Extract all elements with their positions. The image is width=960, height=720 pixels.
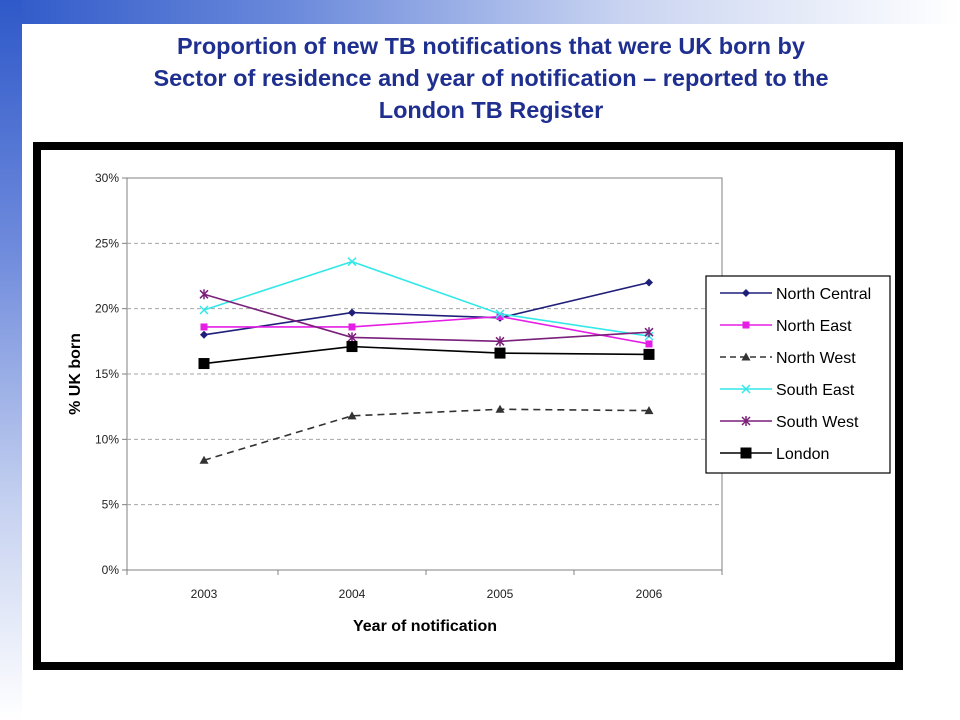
data-point bbox=[198, 358, 210, 370]
slide-title: Proportion of new TB notifications that … bbox=[22, 30, 960, 126]
data-point bbox=[199, 305, 209, 315]
series-line bbox=[203, 293, 650, 343]
legend-item: North Central bbox=[720, 286, 871, 303]
legend: North Central North East North West South E… bbox=[705, 275, 891, 474]
data-point bbox=[348, 323, 356, 331]
data-point bbox=[347, 411, 357, 420]
x-tick-label: 2006 bbox=[636, 587, 663, 601]
data-point bbox=[496, 313, 504, 321]
y-tick-label: 15% bbox=[95, 367, 119, 381]
y-tick-label: 20% bbox=[95, 302, 119, 316]
series-line bbox=[203, 345, 650, 365]
title-line-3: London TB Register bbox=[378, 97, 604, 123]
data-point bbox=[495, 336, 505, 347]
legend-item: South West bbox=[720, 414, 859, 431]
legend-label: North East bbox=[776, 318, 852, 335]
legend-label: South East bbox=[776, 382, 855, 399]
y-tick-label: 5% bbox=[102, 498, 120, 512]
y-tick-label: 30% bbox=[95, 171, 119, 185]
legend-item: London bbox=[720, 446, 829, 463]
data-point bbox=[200, 330, 208, 339]
legend-label: North Central bbox=[776, 286, 871, 303]
data-point bbox=[200, 323, 208, 331]
data-point bbox=[347, 332, 357, 343]
legend-label: North West bbox=[776, 350, 856, 367]
left-decor-band bbox=[0, 0, 22, 720]
legend-label: South West bbox=[776, 414, 859, 431]
title-line-2: Sector of residence and year of notifica… bbox=[153, 65, 829, 91]
data-point bbox=[741, 416, 751, 426]
data-point bbox=[740, 447, 752, 459]
y-axis-title: % UK born bbox=[67, 333, 84, 415]
series-line bbox=[203, 408, 650, 462]
data-point bbox=[645, 340, 653, 348]
x-tick-label: 2003 bbox=[191, 587, 218, 601]
series-line bbox=[203, 260, 650, 337]
series-north-west bbox=[199, 404, 654, 464]
data-point bbox=[348, 308, 356, 317]
x-tick-label: 2004 bbox=[339, 587, 366, 601]
x-tick-label: 2005 bbox=[487, 587, 514, 601]
data-point bbox=[199, 455, 209, 464]
y-tick-label: 0% bbox=[102, 563, 120, 577]
data-point bbox=[645, 278, 653, 287]
data-point bbox=[742, 321, 750, 329]
data-point bbox=[495, 404, 505, 413]
legend-item: South East bbox=[720, 382, 855, 399]
top-decor-band bbox=[0, 0, 960, 24]
data-point bbox=[644, 406, 654, 415]
legend-item: North East bbox=[720, 318, 852, 335]
data-point bbox=[741, 352, 751, 361]
data-point bbox=[347, 257, 357, 267]
data-point bbox=[644, 327, 654, 338]
data-point bbox=[494, 347, 506, 359]
data-point bbox=[346, 341, 358, 353]
data-point bbox=[742, 289, 750, 297]
legend-label: London bbox=[776, 446, 829, 463]
data-point bbox=[199, 289, 209, 300]
series-north-east bbox=[200, 313, 653, 348]
y-tick-label: 25% bbox=[95, 236, 119, 250]
legend-box bbox=[705, 275, 891, 474]
y-tick-label: 10% bbox=[95, 432, 119, 446]
data-point bbox=[643, 348, 655, 360]
legend-item: North West bbox=[720, 350, 856, 367]
title-line-1: Proportion of new TB notifications that … bbox=[177, 33, 805, 59]
series-line bbox=[203, 281, 650, 336]
data-point bbox=[741, 384, 751, 394]
data-point bbox=[495, 309, 505, 319]
x-axis-title: Year of notification bbox=[353, 618, 497, 635]
series-london bbox=[198, 341, 655, 370]
series-south-east bbox=[199, 257, 654, 341]
series-line bbox=[204, 315, 650, 345]
series-south-west bbox=[199, 289, 654, 347]
